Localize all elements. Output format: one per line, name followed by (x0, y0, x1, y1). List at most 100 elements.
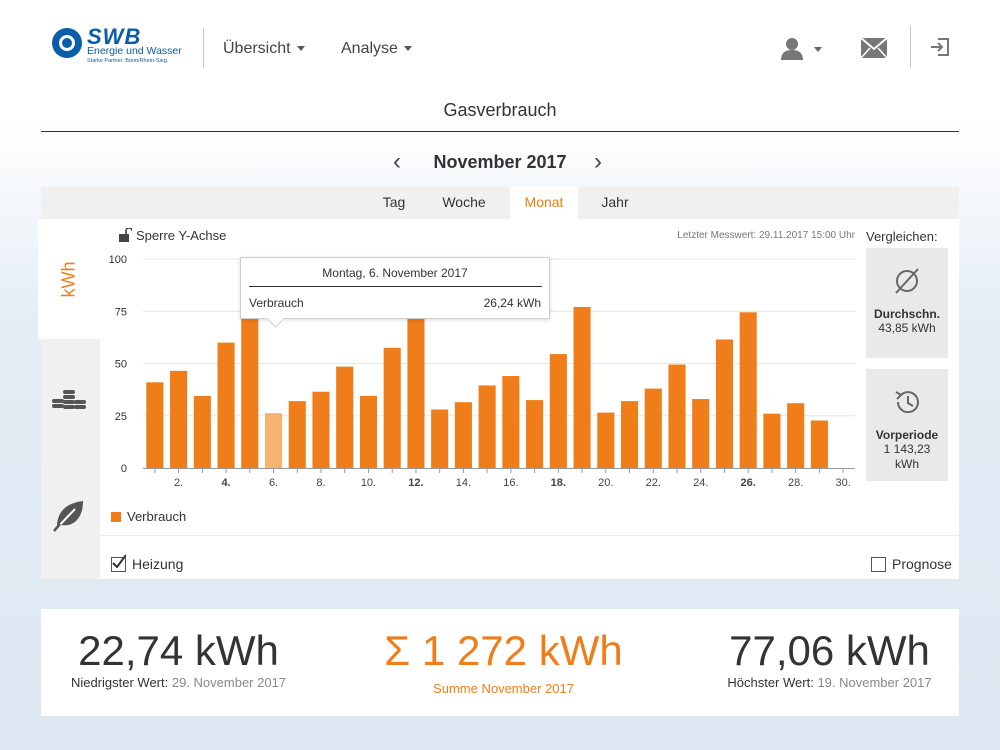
user-menu-button[interactable] (780, 36, 824, 62)
sum-value: Σ 1 272 kWh (371, 627, 636, 675)
x-tick-label: 4. (221, 477, 230, 489)
bar[interactable] (170, 370, 188, 468)
messages-button[interactable] (860, 37, 888, 59)
bar[interactable] (763, 413, 781, 468)
max-caption: Höchster Wert: 19. November 2017 (717, 675, 942, 690)
bar[interactable] (359, 395, 378, 468)
bar[interactable] (787, 403, 805, 468)
period-navigator: ‹ November 2017 › (41, 148, 959, 176)
tooltip-label: Verbrauch (249, 296, 304, 310)
bar[interactable] (620, 401, 639, 468)
chart-tooltip: Montag, 6. November 2017 Verbrauch 26,24… (240, 257, 550, 319)
nav-uebersicht[interactable]: Übersicht (223, 40, 305, 58)
checkmark-icon (112, 554, 126, 569)
x-tick-label: 8. (316, 477, 325, 489)
bar[interactable] (264, 413, 283, 468)
max-date: 19. November 2017 (817, 675, 932, 690)
bar[interactable] (549, 354, 567, 468)
bar[interactable] (241, 316, 259, 468)
stat-maximum: 77,06 kWh Höchster Wert: 19. November 20… (717, 627, 942, 690)
x-tick-label: 26. (741, 477, 756, 489)
bar[interactable] (454, 402, 472, 468)
bar[interactable] (597, 412, 615, 468)
bar[interactable] (383, 347, 401, 468)
header-divider-right (910, 26, 911, 68)
bar[interactable] (217, 342, 235, 468)
max-unit: kWh (845, 627, 930, 674)
bar[interactable] (739, 312, 757, 468)
lock-y-axis-label: Sperre Y-Achse (136, 228, 227, 243)
side-tab-costs[interactable] (38, 360, 100, 440)
bar[interactable] (526, 400, 544, 468)
options-divider (100, 535, 959, 536)
lock-y-axis-toggle[interactable]: Sperre Y-Achse (118, 227, 227, 243)
y-tick-label: 0 (121, 463, 127, 475)
bar[interactable] (668, 364, 686, 468)
side-tab-co2[interactable] (38, 480, 100, 550)
compare-average-button[interactable]: Durchschn. 43,85 kWh (866, 248, 948, 358)
bar[interactable] (407, 316, 425, 468)
heating-label: Heizung (132, 556, 184, 572)
period-label: November 2017 (433, 152, 567, 172)
legend-swatch (111, 512, 121, 522)
compare-previous-unit: kWh (895, 457, 919, 471)
tab-tag[interactable]: Tag (382, 194, 406, 210)
app-header: SWB Energie und Wasser Starke Partner. B… (0, 0, 1000, 100)
sum-unit: kWh (538, 627, 623, 674)
bar[interactable] (336, 366, 354, 468)
summary-panel: 22,74 kWh Niedrigster Wert: 29. November… (41, 609, 959, 716)
compare-previous-button[interactable]: Vorperiode 1 143,23 kWh (866, 369, 948, 481)
bar[interactable] (715, 339, 734, 468)
x-tick-label: 10. (361, 477, 376, 489)
bar[interactable] (478, 385, 496, 468)
y-tick-label: 50 (115, 359, 127, 371)
logout-button[interactable] (929, 36, 951, 58)
logo-brand: SWB (87, 24, 142, 49)
bar[interactable] (146, 382, 164, 468)
prev-period-button[interactable]: ‹ (393, 148, 401, 175)
min-number: 22,74 (78, 627, 184, 674)
swb-logo[interactable]: SWB Energie und Wasser Starke Partner. B… (52, 24, 192, 70)
logo-subtagline: Starke Partner. Bonn/Rhein-Sieg. (87, 58, 169, 64)
heating-checkbox[interactable]: Heizung (111, 554, 184, 572)
x-tick-label: 28. (788, 477, 803, 489)
sum-label: Summe November 2017 (433, 681, 574, 696)
history-icon (895, 391, 919, 414)
next-period-button[interactable]: › (594, 148, 602, 175)
tab-jahr[interactable]: Jahr (601, 194, 629, 210)
logo-tagline: Energie und Wasser (87, 45, 182, 57)
compare-previous-value: 1 143,23 (883, 442, 931, 456)
tooltip-value: 26,24 kWh (483, 296, 541, 310)
nav-analyse[interactable]: Analyse (341, 40, 412, 58)
y-tick-label: 75 (115, 306, 127, 318)
bar[interactable] (644, 388, 662, 468)
bar[interactable] (312, 391, 330, 468)
side-tab-kwh[interactable]: kWh (38, 219, 100, 339)
forecast-checkbox[interactable]: Prognose (871, 556, 952, 572)
bar[interactable] (573, 306, 591, 468)
min-value: 22,74 kWh (61, 627, 296, 675)
bar[interactable] (288, 401, 306, 468)
x-tick-label: 18. (551, 477, 566, 489)
x-tick-label: 12. (408, 477, 423, 489)
bar[interactable] (692, 399, 710, 468)
chart-legend[interactable]: Verbrauch (111, 509, 186, 524)
x-tick-label: 24. (693, 477, 708, 489)
bar[interactable] (431, 409, 449, 468)
chart-bars (146, 306, 828, 468)
title-divider (41, 131, 959, 132)
tab-woche[interactable]: Woche (442, 194, 486, 210)
forecast-label: Prognose (892, 556, 952, 572)
bar[interactable] (810, 420, 828, 468)
sum-number: 1 272 (421, 627, 528, 674)
max-value: 77,06 kWh (717, 627, 942, 675)
period-tabs: Tag Woche Monat Jahr (41, 187, 959, 219)
heating-checkbox-box (111, 554, 126, 572)
bar[interactable] (502, 376, 520, 468)
x-tick-label: 16. (503, 477, 518, 489)
legend-label: Verbrauch (127, 509, 187, 524)
tab-monat[interactable]: Monat (510, 187, 578, 219)
bar[interactable] (193, 395, 211, 468)
x-tick-label: 14. (456, 477, 471, 489)
average-icon (895, 268, 919, 294)
